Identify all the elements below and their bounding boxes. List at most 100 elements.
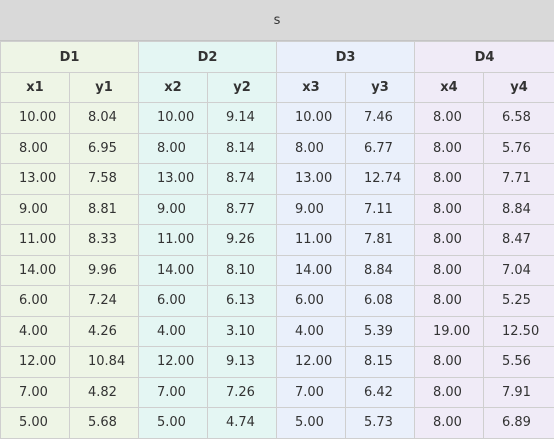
table-cell-y4[interactable]: 5.76 [483,132,554,164]
table-cell-y4[interactable]: 5.25 [483,285,554,317]
table-row[interactable]: 13.00 7.58 13.00 8.74 13.00 12.74 8.00 7.71 [0,163,554,195]
table-cell-y3[interactable]: 7.46 [345,102,415,134]
column-header-x1[interactable]: x1 [0,72,70,103]
table-cell-y1[interactable]: 10.84 [69,346,139,378]
table-cell-x3[interactable]: 7.00 [276,376,346,408]
table-cell-y4[interactable]: 8.47 [483,224,554,256]
table-cell-x1[interactable]: 6.00 [0,285,70,317]
table-cell-x2[interactable]: 5.00 [138,407,208,439]
table-cell-y4[interactable]: 12.50 [483,315,554,347]
table-row[interactable]: 14.00 9.96 14.00 8.10 14.00 8.84 8.00 7.04 [0,254,554,286]
table-cell-x2[interactable]: 14.00 [138,254,208,286]
table-cell-y3[interactable]: 8.84 [345,254,415,286]
table-cell-y4[interactable]: 7.04 [483,254,554,286]
table-cell-x2[interactable]: 6.00 [138,285,208,317]
table-cell-x2[interactable]: 4.00 [138,315,208,347]
table-cell-x1[interactable]: 4.00 [0,315,70,347]
table-cell-x3[interactable]: 9.00 [276,193,346,225]
column-header-x4[interactable]: x4 [414,72,484,103]
table-row[interactable]: 12.00 10.84 12.00 9.13 12.00 8.15 8.00 5.56 [0,346,554,378]
table-cell-y3[interactable]: 12.74 [345,163,415,195]
table-cell-y4[interactable]: 5.56 [483,346,554,378]
table-cell-y3[interactable]: 7.81 [345,224,415,256]
table-cell-y1[interactable]: 6.95 [69,132,139,164]
table-cell-x4[interactable]: 8.00 [414,102,484,134]
table-row[interactable]: 6.00 7.24 6.00 6.13 6.00 6.08 8.00 5.25 [0,285,554,317]
table-cell-x1[interactable]: 8.00 [0,132,70,164]
table-row[interactable]: 10.00 8.04 10.00 9.14 10.00 7.46 8.00 6.58 [0,102,554,134]
table-cell-y2[interactable]: 8.77 [207,193,277,225]
table-cell-x1[interactable]: 10.00 [0,102,70,134]
table-cell-x2[interactable]: 13.00 [138,163,208,195]
table-cell-x3[interactable]: 4.00 [276,315,346,347]
table-cell-x1[interactable]: 12.00 [0,346,70,378]
table-row[interactable]: 11.00 8.33 11.00 9.26 11.00 7.81 8.00 8.47 [0,224,554,256]
table-cell-y1[interactable]: 8.81 [69,193,139,225]
table-cell-y2[interactable]: 7.26 [207,376,277,408]
column-header-x3[interactable]: x3 [276,72,346,103]
table-cell-y4[interactable]: 7.71 [483,163,554,195]
table-cell-y3[interactable]: 6.08 [345,285,415,317]
table-cell-y2[interactable]: 6.13 [207,285,277,317]
table-cell-x3[interactable]: 14.00 [276,254,346,286]
table-cell-x2[interactable]: 8.00 [138,132,208,164]
table-cell-y1[interactable]: 9.96 [69,254,139,286]
table-cell-x4[interactable]: 8.00 [414,285,484,317]
table-cell-x1[interactable]: 9.00 [0,193,70,225]
table-cell-y1[interactable]: 7.24 [69,285,139,317]
table-cell-y3[interactable]: 6.77 [345,132,415,164]
table-cell-y3[interactable]: 5.73 [345,407,415,439]
column-header-y2[interactable]: y2 [207,72,277,103]
table-cell-y4[interactable]: 8.84 [483,193,554,225]
table-cell-x4[interactable]: 8.00 [414,407,484,439]
table-row[interactable]: 8.00 6.95 8.00 8.14 8.00 6.77 8.00 5.76 [0,132,554,164]
table-cell-x4[interactable]: 8.00 [414,193,484,225]
table-cell-x3[interactable]: 6.00 [276,285,346,317]
column-header-y3[interactable]: y3 [345,72,415,103]
table-cell-x3[interactable]: 13.00 [276,163,346,195]
table-cell-x1[interactable]: 7.00 [0,376,70,408]
table-cell-y2[interactable]: 8.74 [207,163,277,195]
table-row[interactable]: 9.00 8.81 9.00 8.77 9.00 7.11 8.00 8.84 [0,193,554,225]
table-cell-x4[interactable]: 8.00 [414,254,484,286]
table-cell-x1[interactable]: 5.00 [0,407,70,439]
table-cell-x3[interactable]: 11.00 [276,224,346,256]
table-cell-x2[interactable]: 11.00 [138,224,208,256]
table-row[interactable]: 4.00 4.26 4.00 3.10 4.00 5.39 19.00 12.50 [0,315,554,347]
table-cell-y3[interactable]: 6.42 [345,376,415,408]
table-cell-y4[interactable]: 7.91 [483,376,554,408]
table-row[interactable]: 7.00 4.82 7.00 7.26 7.00 6.42 8.00 7.91 [0,376,554,408]
table-cell-x4[interactable]: 19.00 [414,315,484,347]
table-cell-y2[interactable]: 9.14 [207,102,277,134]
table-cell-x3[interactable]: 10.00 [276,102,346,134]
table-cell-y2[interactable]: 3.10 [207,315,277,347]
table-cell-x4[interactable]: 8.00 [414,376,484,408]
table-cell-y2[interactable]: 9.26 [207,224,277,256]
table-cell-y1[interactable]: 8.04 [69,102,139,134]
table-cell-y3[interactable]: 7.11 [345,193,415,225]
table-cell-x1[interactable]: 14.00 [0,254,70,286]
table-cell-x1[interactable]: 13.00 [0,163,70,195]
table-cell-y3[interactable]: 8.15 [345,346,415,378]
table-cell-y2[interactable]: 8.10 [207,254,277,286]
table-cell-y1[interactable]: 5.68 [69,407,139,439]
table-cell-y4[interactable]: 6.89 [483,407,554,439]
table-cell-y1[interactable]: 8.33 [69,224,139,256]
table-cell-x4[interactable]: 8.00 [414,346,484,378]
table-cell-x3[interactable]: 8.00 [276,132,346,164]
table-cell-y1[interactable]: 7.58 [69,163,139,195]
table-cell-y3[interactable]: 5.39 [345,315,415,347]
table-cell-y2[interactable]: 9.13 [207,346,277,378]
table-cell-y2[interactable]: 4.74 [207,407,277,439]
table-cell-x4[interactable]: 8.00 [414,132,484,164]
table-cell-x3[interactable]: 5.00 [276,407,346,439]
table-cell-x2[interactable]: 10.00 [138,102,208,134]
table-cell-x3[interactable]: 12.00 [276,346,346,378]
table-cell-x1[interactable]: 11.00 [0,224,70,256]
table-cell-x2[interactable]: 7.00 [138,376,208,408]
column-header-y1[interactable]: y1 [69,72,139,103]
table-cell-x2[interactable]: 9.00 [138,193,208,225]
table-cell-y2[interactable]: 8.14 [207,132,277,164]
column-header-x2[interactable]: x2 [138,72,208,103]
table-cell-x4[interactable]: 8.00 [414,224,484,256]
